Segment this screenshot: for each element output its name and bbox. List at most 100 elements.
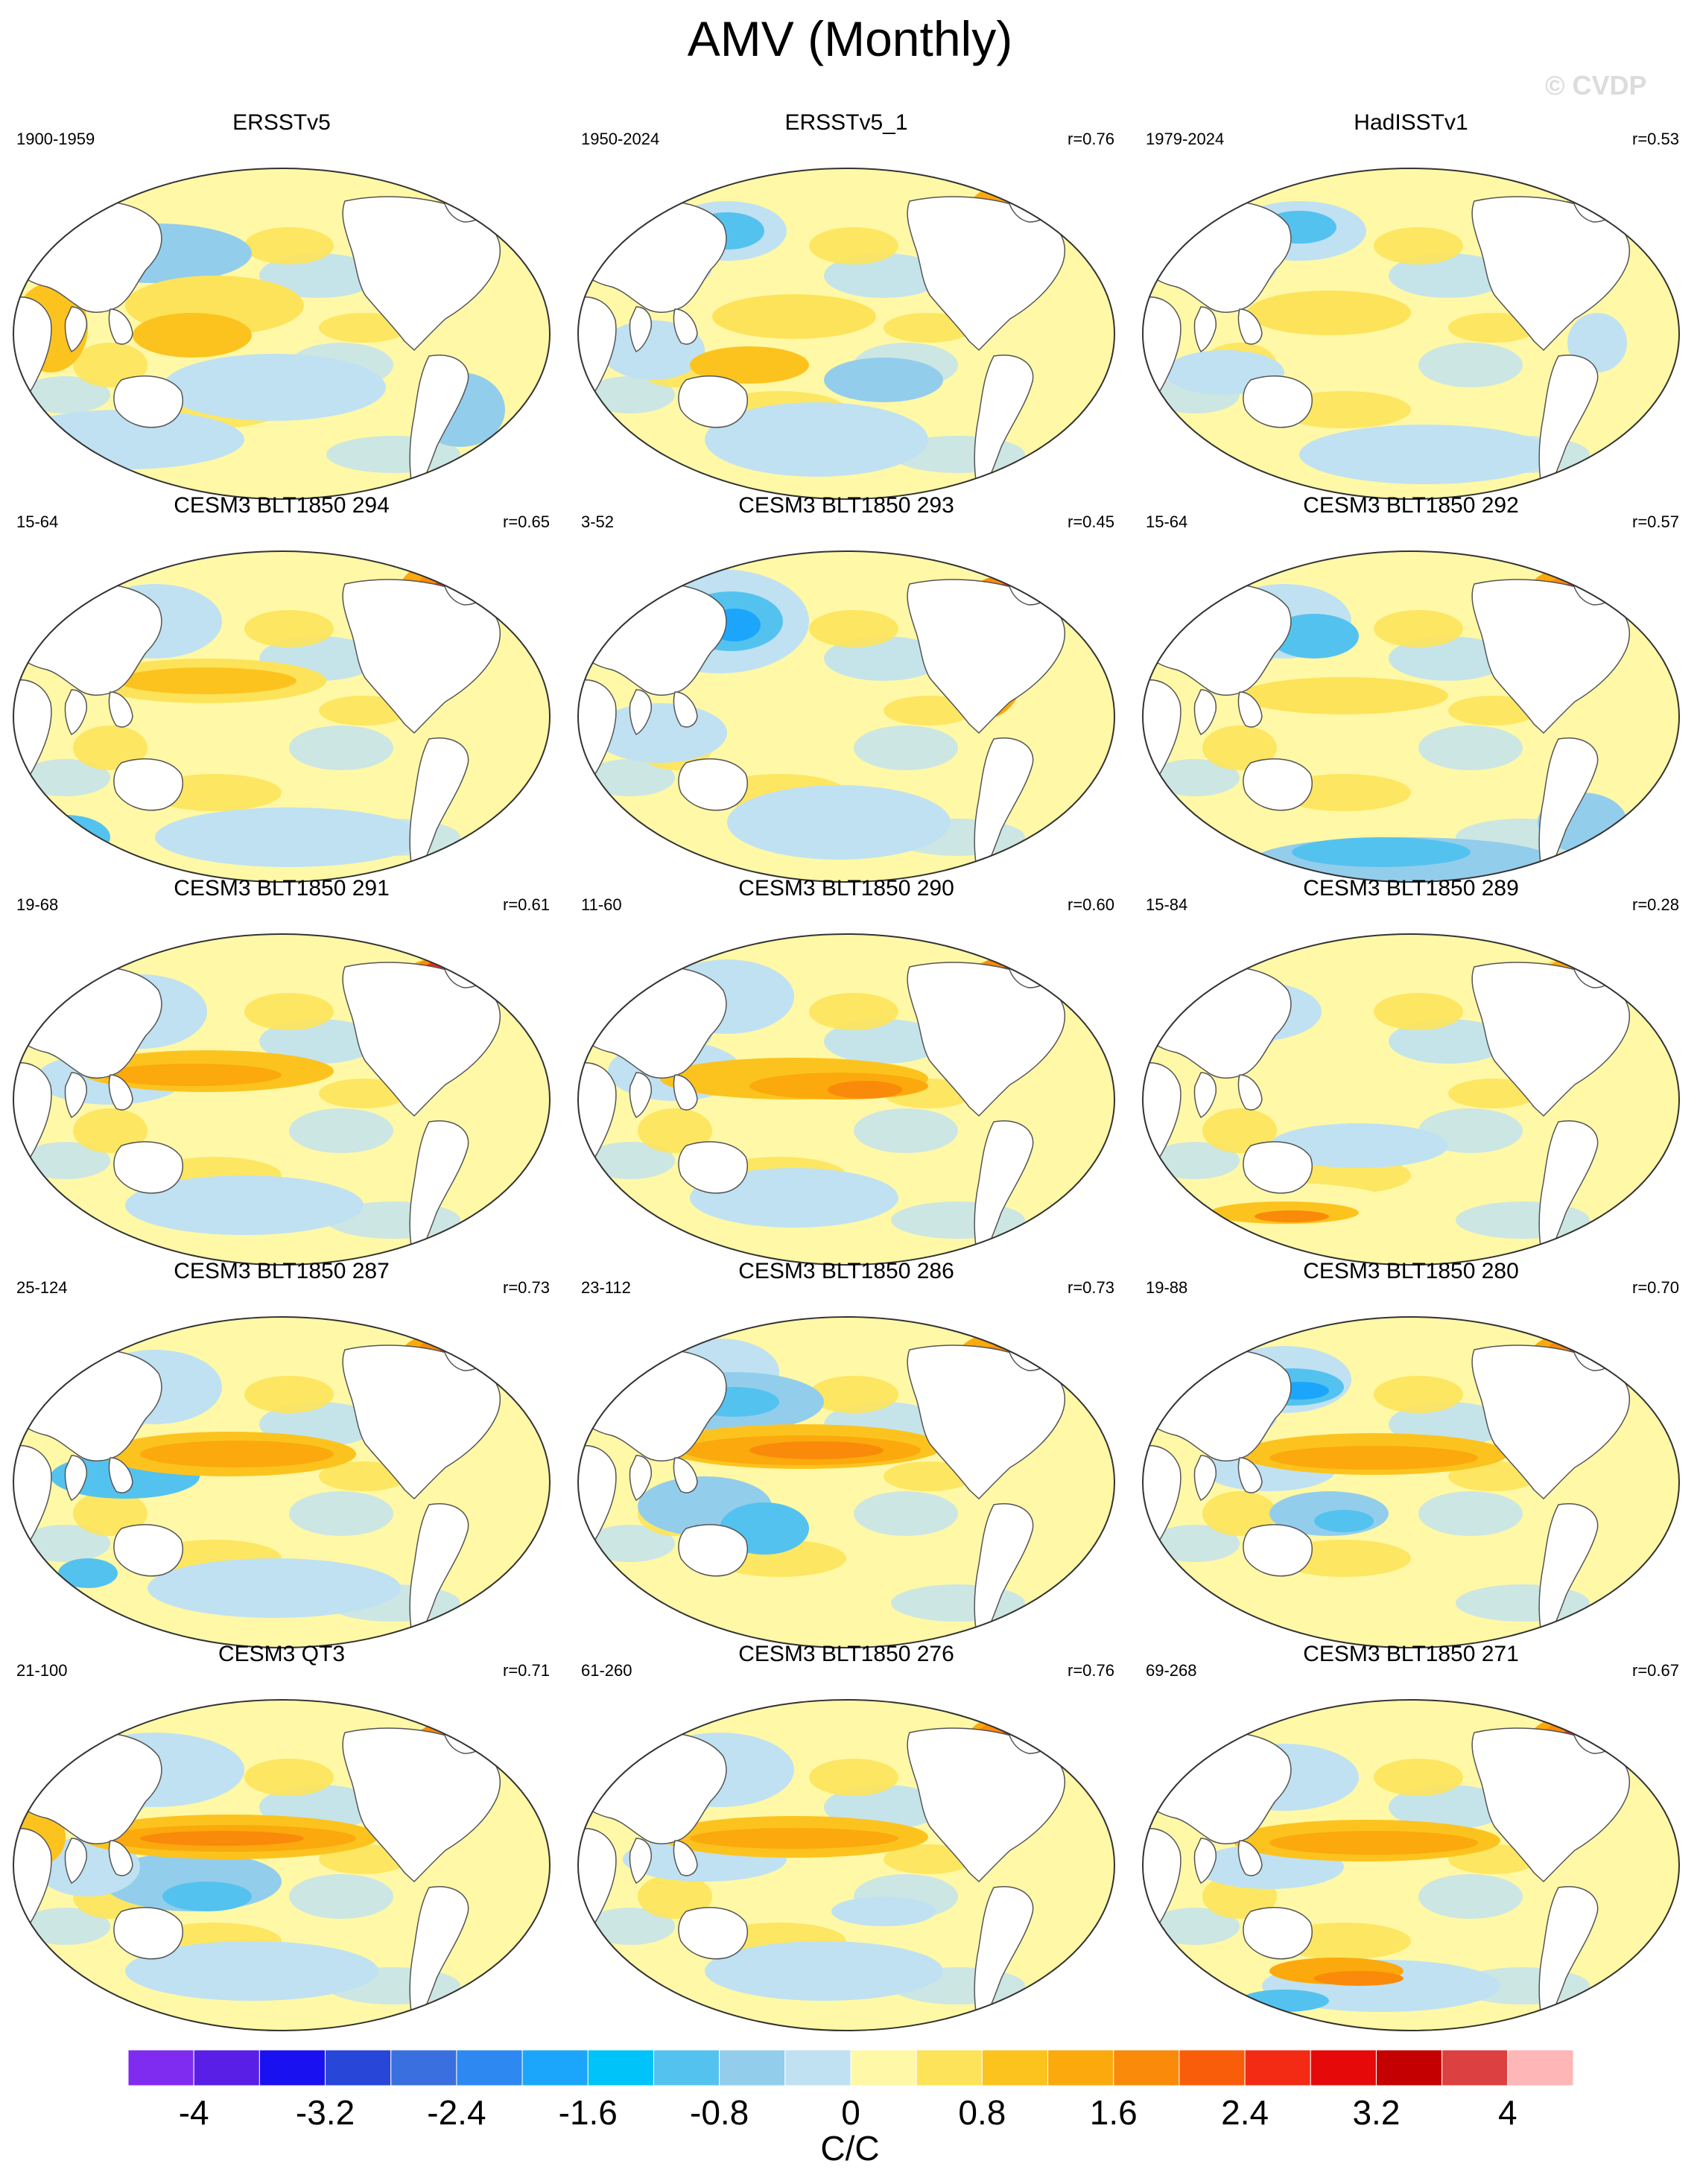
ocean-background: [578, 1317, 1114, 1648]
land-se-asia: [108, 1840, 133, 1876]
land-india: [629, 1072, 652, 1118]
anomaly-texture: [586, 1525, 675, 1562]
anomaly-texture: [1150, 1525, 1240, 1562]
land-australia: [113, 1907, 183, 1960]
panel-correlation: r=0.45: [1068, 512, 1114, 531]
panel-title: CESM3 BLT1850 293: [738, 493, 954, 518]
anomaly-patch: [727, 785, 951, 860]
anomaly-texture: [1418, 1874, 1523, 1919]
panel-title: CESM3 BLT1850 276: [738, 1642, 954, 1666]
sst-field: [1143, 1700, 1679, 2031]
panel-title: CESM3 BLT1850 286: [738, 1259, 954, 1283]
panel-title: CESM3 BLT1850 292: [1303, 493, 1519, 518]
sst-field: [578, 551, 1114, 882]
anomaly-texture: [1448, 313, 1538, 343]
land-india: [64, 1838, 87, 1884]
panel-years: 61-260: [581, 1661, 632, 1680]
colorbar-units-label: C/C: [820, 2129, 879, 2168]
colorbar-tick-label: 0: [841, 2093, 860, 2132]
panel-correlation: r=0.61: [503, 895, 550, 914]
anomaly-patch: [118, 667, 296, 694]
map-panel: HadISSTv1 1979-2024 r=0.53: [1135, 110, 1687, 527]
world-map: [1142, 550, 1680, 883]
land-se-asia: [1237, 1457, 1263, 1493]
anomaly-texture: [884, 313, 973, 343]
anomaly-texture: [21, 1908, 110, 1945]
anomaly-patch: [1269, 1123, 1448, 1168]
anomaly-texture: [809, 610, 898, 647]
land-india: [1193, 1455, 1217, 1501]
sst-field: [1143, 934, 1679, 1265]
panel-title: CESM3 BLT1850 289: [1303, 876, 1519, 901]
anomaly-texture: [21, 376, 110, 413]
anomaly-patch: [690, 1828, 898, 1849]
anomaly-patch: [125, 1941, 378, 2001]
world-map: [577, 1699, 1115, 2031]
land-se-asia: [673, 691, 698, 728]
sst-field: [1143, 168, 1679, 499]
panel-years: 15-84: [1146, 895, 1188, 914]
land-india: [1193, 1838, 1217, 1884]
anomaly-patch: [1292, 837, 1471, 867]
anomaly-patch: [1240, 1990, 1329, 2012]
anomaly-texture: [319, 1844, 408, 1874]
panel-correlation: r=0.71: [503, 1661, 550, 1680]
panel-title: ERSSTv5: [232, 110, 331, 135]
map-panel: CESM3 BLT1850 271 69-268 r=0.67: [1135, 1642, 1687, 2059]
colorbar-tick-label: -4: [179, 2093, 209, 2132]
map-panel: ERSSTv5_1 1950-2024 r=0.76: [571, 110, 1122, 527]
anomaly-texture: [586, 376, 675, 413]
anomaly-texture: [319, 1461, 408, 1491]
panel-title: CESM3 BLT1850 290: [738, 876, 954, 901]
anomaly-patch: [125, 1175, 364, 1235]
land-se-asia: [108, 1457, 133, 1493]
watermark: © CVDP: [1545, 70, 1647, 101]
anomaly-patch: [828, 1081, 902, 1099]
anomaly-patch: [690, 1168, 898, 1228]
anomaly-texture: [854, 726, 958, 770]
map-panel: CESM3 BLT1850 292 15-64 r=0.57: [1135, 493, 1687, 910]
panel-title: CESM3 BLT1850 287: [174, 1259, 390, 1283]
anomaly-texture: [809, 1759, 898, 1796]
anomaly-texture: [1448, 696, 1538, 726]
land-australia: [1243, 1141, 1313, 1194]
land-australia: [678, 1907, 748, 1960]
anomaly-texture: [319, 313, 408, 343]
panel-correlation: r=0.76: [1068, 130, 1114, 148]
colorbar-tick-label: 4: [1498, 2093, 1517, 2132]
panel-years: 23-112: [581, 1278, 631, 1297]
panel-correlation: r=0.76: [1068, 1661, 1114, 1680]
panel-title: CESM3 QT3: [218, 1642, 346, 1666]
anomaly-texture: [854, 1491, 958, 1536]
anomaly-patch: [705, 1941, 943, 2001]
map-border: [13, 1316, 551, 1648]
world-map: [13, 933, 551, 1266]
sst-field: [578, 1700, 1114, 2031]
anomaly-patch: [1240, 677, 1448, 714]
map-border: [577, 168, 1115, 500]
anomaly-texture: [244, 227, 334, 264]
anomaly-texture: [1150, 1908, 1240, 1945]
colorbar-tick-label: 0.8: [958, 2093, 1006, 2132]
map-panel: CESM3 BLT1850 290 11-60 r=0.60: [571, 876, 1122, 1293]
anomaly-patch: [1269, 1831, 1478, 1855]
map-border: [1142, 1699, 1680, 2031]
anomaly-patch: [155, 807, 423, 867]
anomaly-texture: [73, 343, 148, 387]
map-border: [577, 550, 1115, 883]
anomaly-texture: [1374, 227, 1463, 264]
panel-years: 15-64: [1146, 512, 1188, 531]
anomaly-texture: [289, 726, 393, 770]
panel-correlation: r=0.53: [1632, 130, 1679, 148]
panel-title: CESM3 BLT1850 280: [1303, 1259, 1519, 1283]
anomaly-texture: [1374, 610, 1463, 647]
colorbar-tick-label: -3.2: [296, 2093, 355, 2132]
land-india: [1193, 689, 1217, 735]
map-border: [13, 168, 551, 500]
panel-correlation: r=0.73: [1068, 1278, 1114, 1297]
anomaly-texture: [854, 1108, 958, 1153]
anomaly-texture: [1418, 1491, 1523, 1536]
anomaly-texture: [884, 696, 973, 726]
anomaly-patch: [140, 1441, 334, 1467]
map-panel: CESM3 BLT1850 276 61-260 r=0.76: [571, 1642, 1122, 2059]
